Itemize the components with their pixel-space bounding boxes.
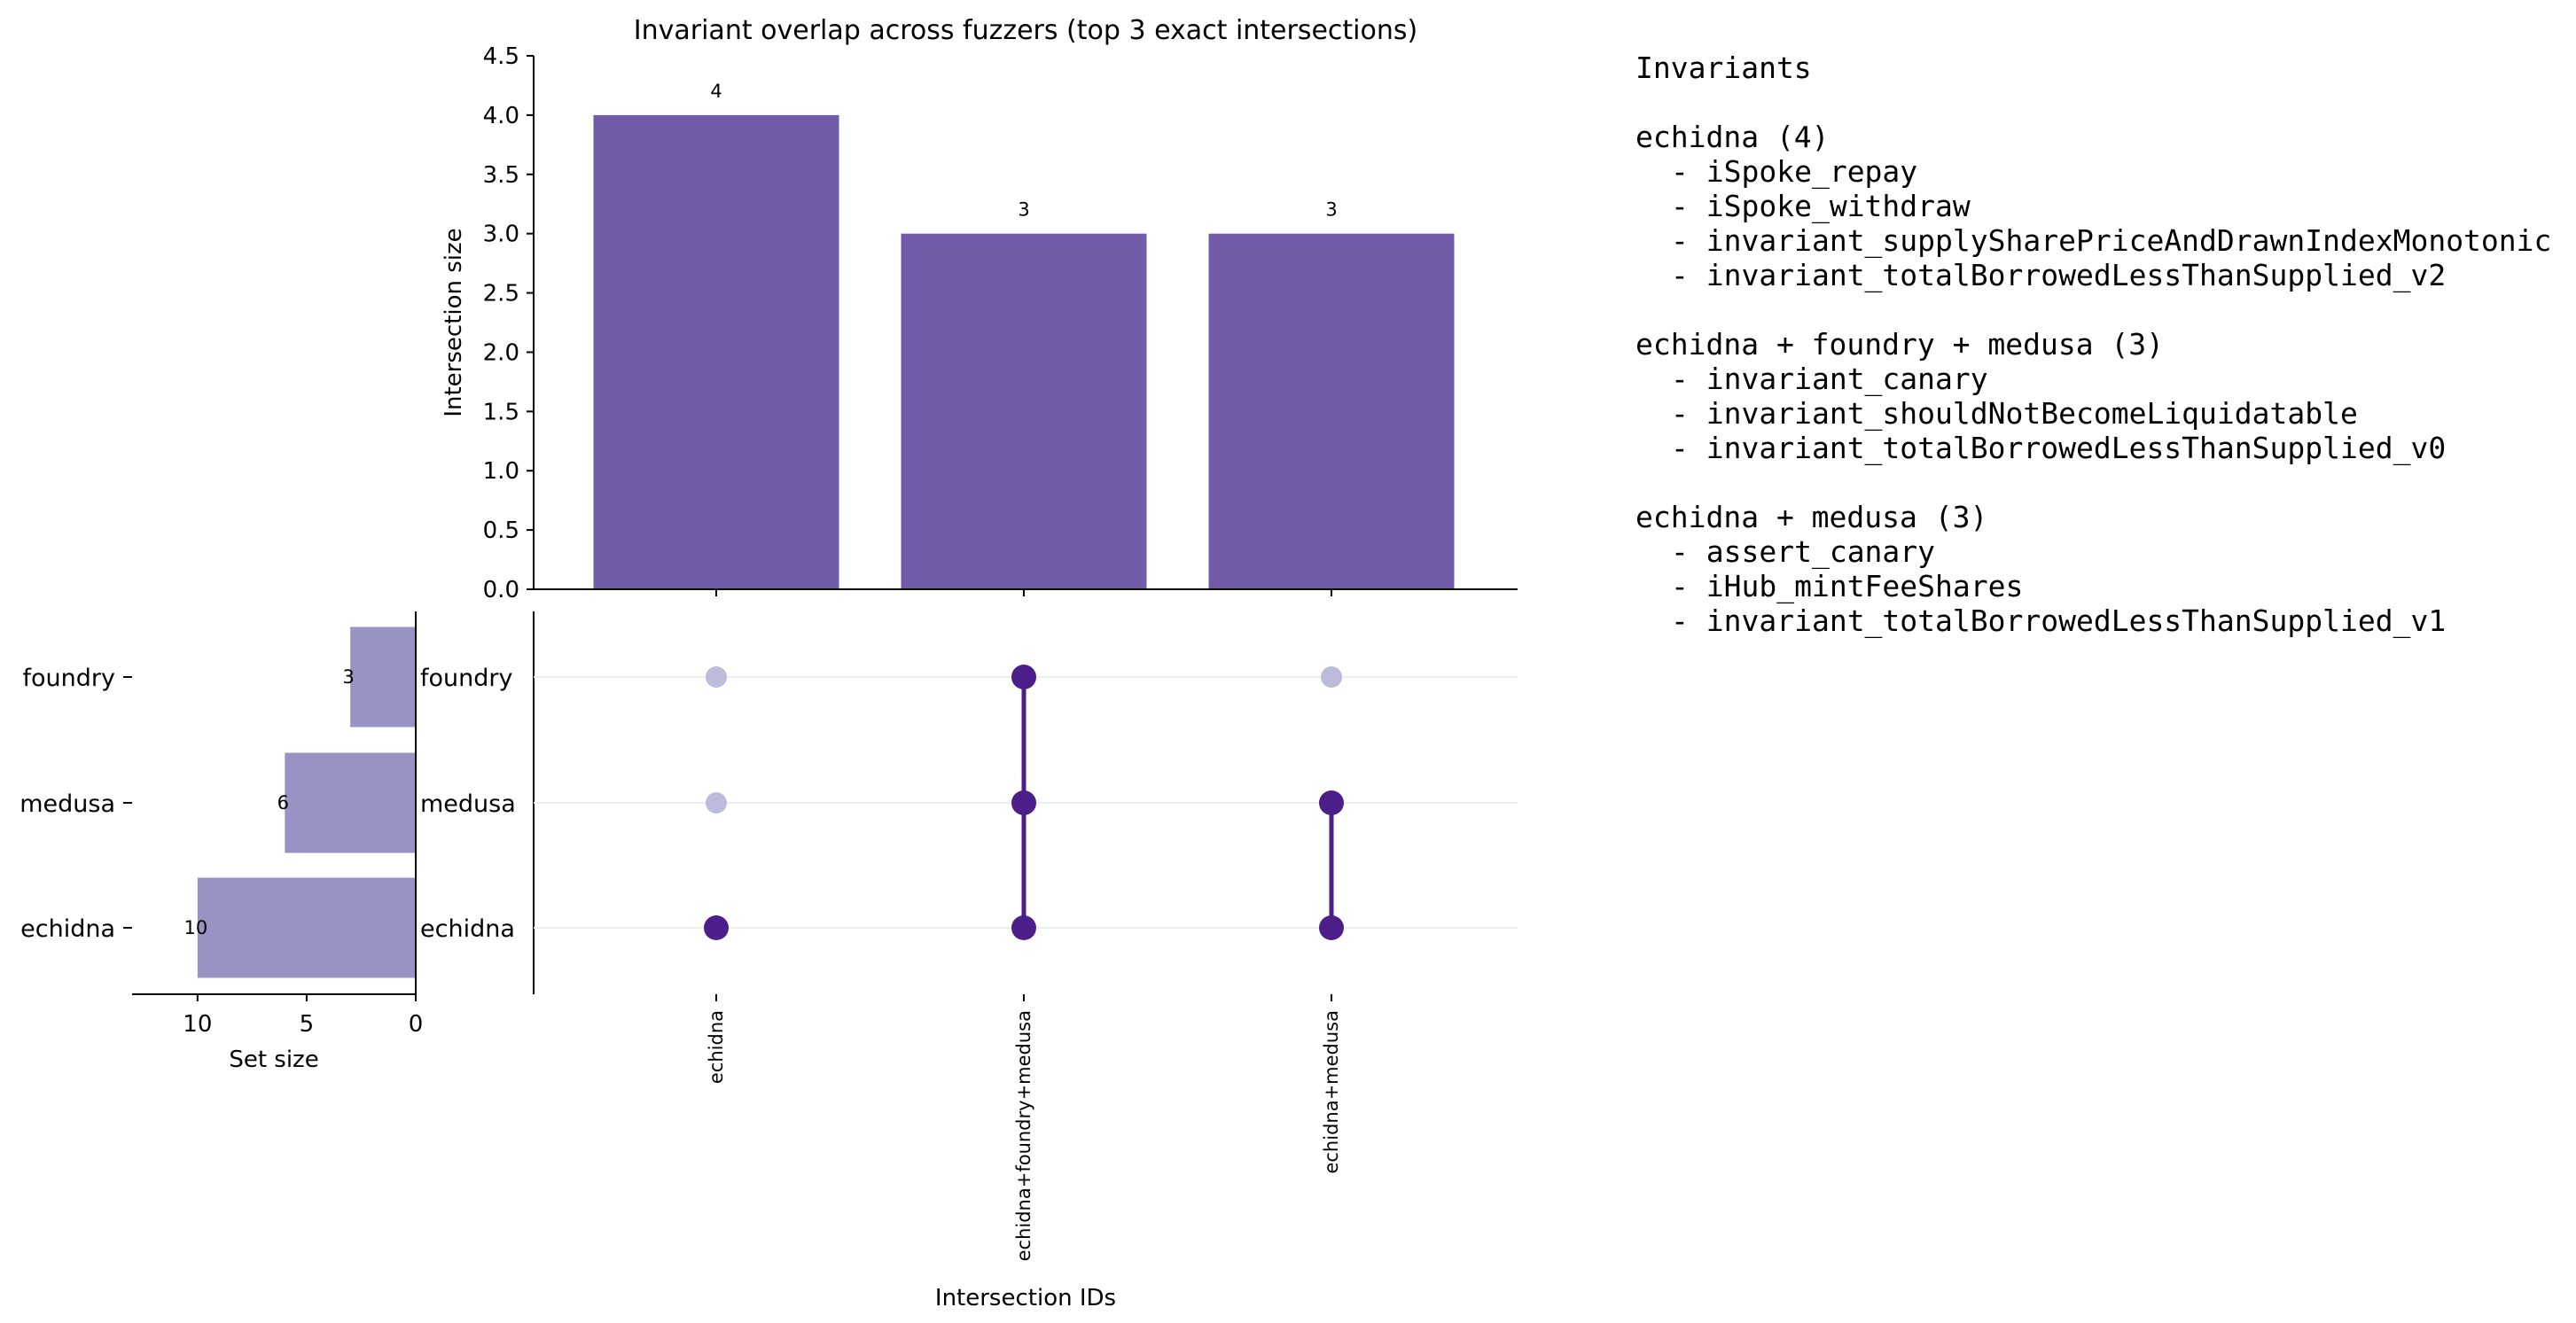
bullet-dash: - xyxy=(1671,189,1706,223)
y-tick-label: 3.5 xyxy=(483,162,519,189)
y-tick-label: 3.0 xyxy=(483,222,519,248)
y-tick-label: 2.5 xyxy=(483,281,519,307)
invariant-groups: echidna (4)- iSpoke_repay- iSpoke_withdr… xyxy=(1635,120,2551,639)
invariant-item: - iSpoke_repay xyxy=(1671,154,1917,190)
matrix-row-labels: foundry medusa echidna xyxy=(420,665,516,943)
intersection-bar-value: 3 xyxy=(1325,199,1337,221)
invariant-item: - invariant_shouldNotBecomeLiquidatable xyxy=(1671,396,2358,432)
matrix-dot-active xyxy=(1319,915,1344,940)
invariant-name: invariant_totalBorrowedLessThanSupplied_… xyxy=(1706,603,2446,639)
y-tick-label: 0.0 xyxy=(483,577,519,603)
matrix-dot-active xyxy=(1011,915,1036,940)
chart-title: Invariant overlap across fuzzers (top 3 … xyxy=(634,15,1417,46)
bullet-dash: - xyxy=(1671,223,1706,258)
invariant-item: - invariant_totalBorrowedLessThanSupplie… xyxy=(1671,258,2446,293)
y-tick-label: 1.0 xyxy=(483,458,519,485)
y-tick-label: 4.5 xyxy=(483,43,519,70)
set-size-bar xyxy=(285,752,416,853)
invariant-item: - iHub_mintFeeShares xyxy=(1671,569,2023,604)
invariant-name: invariant_shouldNotBecomeLiquidatable xyxy=(1706,396,2358,432)
intersection-id-label: echidna+medusa xyxy=(1321,1010,1342,1174)
y-tick-label: 4.0 xyxy=(483,103,519,129)
set-size-x-tick-label: 10 xyxy=(183,1011,212,1038)
matrix-dot-active xyxy=(1011,665,1036,689)
invariant-item: - invariant_totalBorrowedLessThanSupplie… xyxy=(1671,431,2446,466)
invariants-heading: Invariants xyxy=(1635,51,1812,85)
set-size-panel: 3 6 10 foundry medusa echidna 10 5 0 Set size xyxy=(20,611,423,1073)
set-row-label: medusa xyxy=(20,790,115,818)
matrix-dot-active xyxy=(1319,790,1344,815)
intersection-id-label: echidna xyxy=(706,1010,727,1084)
intersection-id-label: echidna+foundry+medusa xyxy=(1013,1010,1034,1261)
bullet-dash: - xyxy=(1671,534,1706,569)
set-size-x-tick-label: 5 xyxy=(300,1011,315,1038)
intersection-bar xyxy=(901,233,1147,589)
set-row-label: foundry xyxy=(23,665,115,692)
matrix-dot-active xyxy=(1011,790,1036,815)
set-size-x-axis-label: Set size xyxy=(229,1047,318,1073)
set-size-value: 10 xyxy=(183,917,207,938)
set-size-bar xyxy=(197,877,416,978)
matrix-row-label: echidna xyxy=(420,915,515,943)
bullet-dash: - xyxy=(1671,396,1706,431)
intersection-bar-value: 3 xyxy=(1018,199,1029,221)
intersection-id-ticks: echidna echidna+foundry+medusa echidna+med… xyxy=(706,994,1342,1261)
bullet-dash: - xyxy=(1671,258,1706,292)
invariant-item: - invariant_canary xyxy=(1671,362,1988,397)
set-size-data-labels: 3 6 10 xyxy=(183,666,354,938)
invariant-name: invariant_totalBorrowedLessThanSupplied_… xyxy=(1706,258,2446,293)
set-size-x-tick-label: 0 xyxy=(409,1011,424,1038)
invariant-group-label: echidna + foundry + medusa (3) xyxy=(1635,327,2164,362)
matrix-dots xyxy=(704,665,1344,940)
intersection-bar xyxy=(1208,233,1455,589)
invariant-group-label: echidna (4) xyxy=(1635,120,1830,154)
bullet-dash: - xyxy=(1671,603,1706,638)
invariant-item: - assert_canary xyxy=(1671,534,1935,570)
invariant-name: iSpoke_repay xyxy=(1706,154,1917,190)
intersection-bar-value: 4 xyxy=(710,81,722,102)
set-size-bars xyxy=(197,626,416,978)
intersection-bar xyxy=(593,114,839,589)
invariant-name: iHub_mintFeeShares xyxy=(1706,569,2024,604)
set-row-labels: foundry medusa echidna xyxy=(20,665,132,943)
y-tick-label: 1.5 xyxy=(483,399,519,425)
intersection-y-ticks: 0.0 0.5 1.0 1.5 2.0 2.5 3.0 3.5 4.0 4.5 xyxy=(483,43,534,603)
invariant-item: - invariant_supplySharePriceAndDrawnInde… xyxy=(1671,223,2551,259)
invariant-item: - iSpoke_withdraw xyxy=(1671,189,1971,224)
set-size-bar xyxy=(350,626,416,728)
matrix-dot-inactive xyxy=(706,666,727,688)
intersection-data-labels: 4 3 3 xyxy=(710,81,1337,221)
invariant-item: - invariant_totalBorrowedLessThanSupplie… xyxy=(1671,603,2446,639)
bullet-dash: - xyxy=(1671,154,1706,189)
invariant-name: iSpoke_withdraw xyxy=(1706,189,1971,224)
bullet-dash: - xyxy=(1671,569,1706,603)
set-size-value: 3 xyxy=(342,666,354,688)
membership-matrix-panel: foundry medusa echidna echidna echidna+foun… xyxy=(420,611,1518,1311)
set-size-x-ticks: 10 5 0 xyxy=(183,994,423,1038)
intersection-bars xyxy=(593,114,1455,596)
invariant-name: invariant_supplySharePriceAndDrawnIndexM… xyxy=(1706,223,2552,259)
y-tick-label: 2.0 xyxy=(483,339,519,366)
bullet-dash: - xyxy=(1671,362,1706,396)
invariant-group-label: echidna + medusa (3) xyxy=(1635,500,1987,534)
matrix-dot-inactive xyxy=(706,792,727,813)
matrix-row-label: foundry xyxy=(420,665,512,692)
bullet-dash: - xyxy=(1671,431,1706,465)
intersection-y-axis-label: Intersection size xyxy=(441,228,467,416)
matrix-row-label: medusa xyxy=(420,790,516,818)
matrix-dot-inactive xyxy=(1321,666,1342,688)
matrix-dot-active xyxy=(704,915,729,940)
intersection-bar-panel: 0.0 0.5 1.0 1.5 2.0 2.5 3.0 3.5 4.0 4.5 4 3 3 Inter… xyxy=(441,43,1518,603)
y-tick-label: 0.5 xyxy=(483,518,519,544)
invariants-panel: Invariants echidna (4)- iSpoke_repay- iS… xyxy=(1635,51,2551,639)
set-size-value: 6 xyxy=(277,792,289,813)
invariant-name: invariant_totalBorrowedLessThanSupplied_… xyxy=(1706,431,2446,466)
invariant-name: invariant_canary xyxy=(1706,362,1988,397)
set-row-label: echidna xyxy=(20,915,115,943)
invariant-name: assert_canary xyxy=(1706,534,1935,570)
intersection-x-axis-label: Intersection IDs xyxy=(935,1285,1116,1311)
